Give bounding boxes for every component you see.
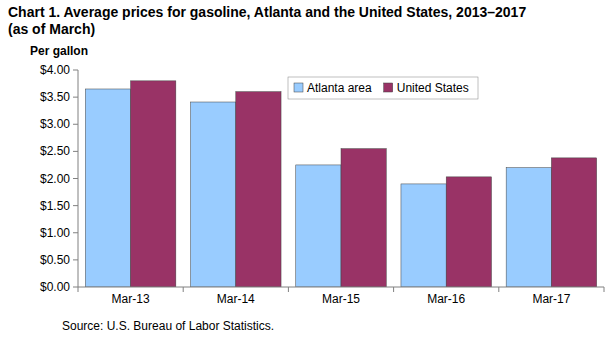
- bar: [296, 165, 341, 287]
- y-tick: [73, 178, 78, 179]
- legend: Atlanta area United States: [288, 77, 478, 99]
- y-tick-label: $4.00: [40, 63, 70, 77]
- x-tick: [393, 287, 394, 292]
- bar: [236, 92, 281, 287]
- title: Chart 1. Average prices for gasoline, At…: [8, 4, 526, 20]
- bar: [506, 168, 551, 287]
- y-tick-label: $2.00: [40, 172, 70, 186]
- bar: [401, 184, 446, 287]
- x-tick-label: Mar-15: [322, 292, 360, 306]
- legend-label: Atlanta area: [307, 81, 372, 95]
- legend-box: [288, 77, 478, 99]
- source: Source: U.S. Bureau of Labor Statistics.: [62, 319, 274, 333]
- y-tick: [73, 97, 78, 98]
- y-tick: [73, 259, 78, 260]
- legend-swatch: [294, 83, 303, 92]
- x-tick: [604, 287, 605, 292]
- x-axis: [78, 287, 604, 288]
- y-tick-label: $3.00: [40, 117, 70, 131]
- x-tick-label: Mar-13: [112, 292, 150, 306]
- x-tick-label: Mar-14: [217, 292, 255, 306]
- y-axis: [78, 70, 79, 287]
- legend-swatch: [384, 83, 393, 92]
- y-tick-label: $3.50: [40, 90, 70, 104]
- y-axis-label: Per gallon: [30, 44, 88, 58]
- x-tick-label: Mar-17: [532, 292, 570, 306]
- bar: [191, 102, 236, 287]
- x-tick: [78, 287, 79, 292]
- y-tick-label: $0.00: [40, 280, 70, 294]
- x-tick: [498, 287, 499, 292]
- y-tick: [73, 151, 78, 152]
- bar: [85, 89, 130, 287]
- y-tick: [73, 70, 78, 71]
- bars: [85, 81, 596, 287]
- x-tick: [288, 287, 289, 292]
- legend-label: United States: [397, 81, 469, 95]
- chart: Chart 1. Average prices for gasoline, At…: [0, 0, 615, 342]
- x-tick-label: Mar-16: [427, 292, 465, 306]
- bar: [341, 149, 386, 287]
- x-tick: [183, 287, 184, 292]
- bar: [446, 177, 491, 287]
- bar: [551, 158, 596, 287]
- subtitle: (as of March): [8, 21, 95, 37]
- y-tick: [73, 232, 78, 233]
- y-tick: [73, 205, 78, 206]
- y-tick-label: $2.50: [40, 144, 70, 158]
- y-tick: [73, 287, 78, 288]
- y-tick-label: $0.50: [40, 253, 70, 267]
- y-tick-label: $1.00: [40, 226, 70, 240]
- bar: [131, 81, 176, 287]
- y-tick-label: $1.50: [40, 199, 70, 213]
- y-tick: [73, 124, 78, 125]
